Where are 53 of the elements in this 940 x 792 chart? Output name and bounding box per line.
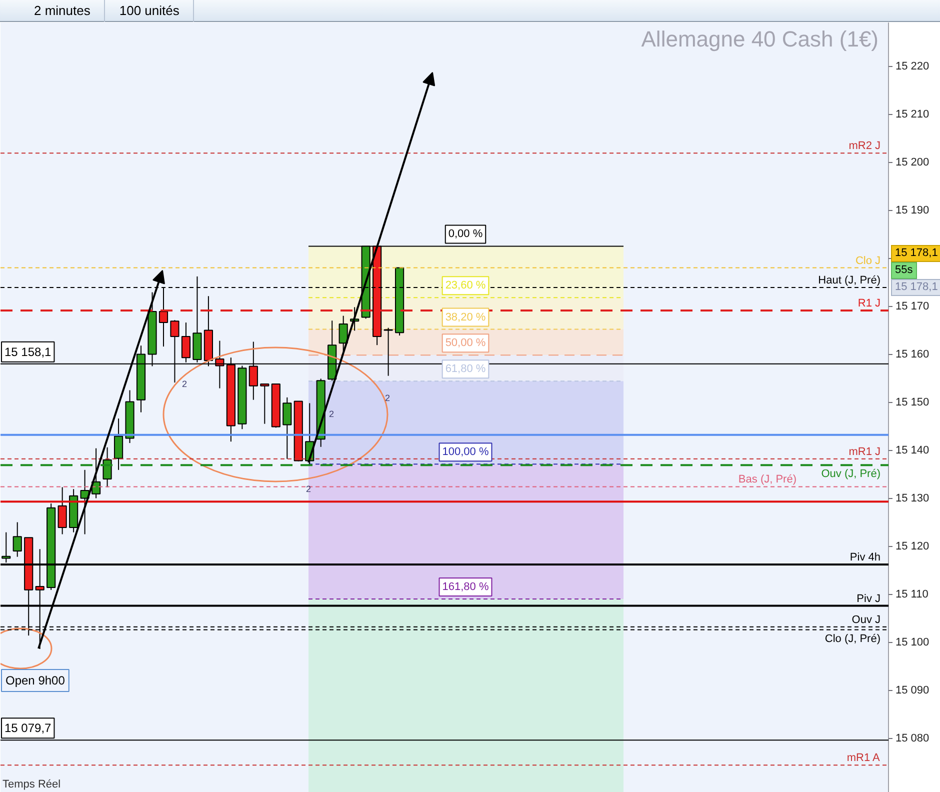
y-tick-label: 15 160 — [896, 348, 930, 361]
annotation: 2 — [306, 484, 312, 494]
ref-line-label: Ouv (J, Pré) — [821, 468, 881, 480]
text: 100 unités — [105, 0, 194, 22]
candlestick — [260, 383, 270, 424]
ref-line-label: Clo J — [855, 254, 880, 267]
y-tick-label: 15 170 — [896, 300, 930, 313]
band-label: 61,80 % — [445, 363, 486, 376]
y-tick-label: 15 090 — [896, 684, 930, 697]
ref-line-label: Clo (J, Pré) — [824, 632, 881, 645]
annotation: Temps Réel — [2, 778, 61, 790]
text: 15 178,1 — [891, 279, 940, 296]
candlestick — [282, 396, 292, 460]
band-label: 23,60 % — [445, 280, 486, 292]
ref-line-label: 15 158,1 — [4, 344, 52, 359]
chart-title: Allemagne 40 Cash (1€) — [641, 26, 879, 52]
y-tick-label: 15 100 — [896, 636, 930, 649]
candlestick — [338, 315, 348, 352]
y-tick-label: 15 150 — [896, 396, 930, 409]
y-tick-label: 15 140 — [896, 444, 930, 457]
y-tick-label: 15 190 — [896, 204, 930, 217]
text: 55s — [891, 262, 917, 279]
annotation: 2 — [384, 393, 390, 403]
candlestick — [12, 522, 22, 558]
annotation: 2 — [182, 379, 188, 389]
annotation: 2 — [328, 409, 334, 419]
text: 2 minutes — [20, 0, 106, 22]
y-tick-label: 15 120 — [896, 540, 930, 553]
text: 15 178,1 — [891, 245, 940, 262]
ref-line-label: R1 J — [858, 298, 881, 310]
y-tick-label: 15 080 — [896, 732, 930, 745]
ref-line-label: mR1 A — [846, 752, 881, 764]
band-label: 0,00 % — [448, 228, 483, 240]
candlestick — [58, 486, 67, 535]
band-label: 161,80 % — [442, 581, 489, 594]
y-tick-label: 15 130 — [896, 492, 930, 505]
candlestick — [114, 418, 124, 470]
y-tick-label: 15 200 — [896, 156, 930, 169]
band-label: 38,20 % — [445, 311, 486, 324]
ref-line-label: Piv 4h — [850, 551, 881, 564]
ref-line-label: mR2 J — [848, 140, 880, 152]
band-label: 50,00 % — [445, 337, 486, 350]
ref-line-label: Haut (J, Pré) — [818, 274, 881, 286]
y-tick-label: 15 220 — [896, 60, 930, 73]
y-tick-label: 15 210 — [896, 108, 930, 121]
y-tick-label: 15 110 — [896, 588, 928, 601]
ref-line-label: Bas (J, Pré) — [738, 474, 797, 486]
ref-line-label: 15 079,7 — [4, 721, 52, 736]
ref-line-label: mR1 J — [848, 446, 880, 458]
band-label: 100,00 % — [442, 446, 489, 458]
ref-line-label: Ouv J — [852, 614, 881, 626]
annotation: Open 9h00 — [6, 674, 66, 688]
ref-line-label: Piv J — [856, 592, 881, 605]
